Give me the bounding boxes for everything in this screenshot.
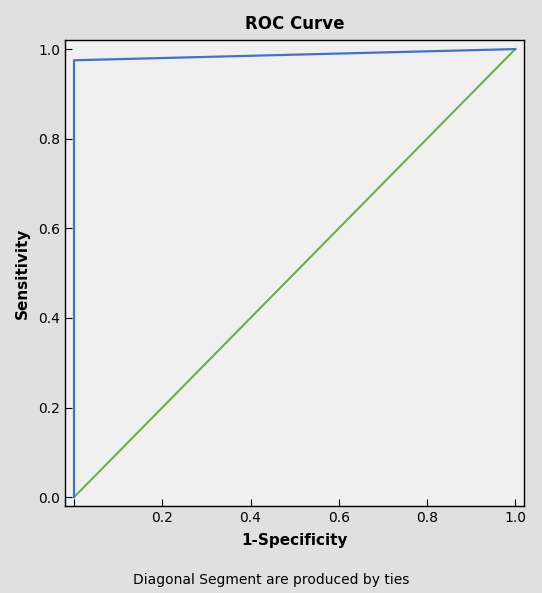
X-axis label: 1-Specificity: 1-Specificity (241, 533, 348, 549)
Title: ROC Curve: ROC Curve (245, 15, 344, 33)
Text: Diagonal Segment are produced by ties: Diagonal Segment are produced by ties (133, 573, 409, 587)
Y-axis label: Sensitivity: Sensitivity (15, 228, 30, 319)
